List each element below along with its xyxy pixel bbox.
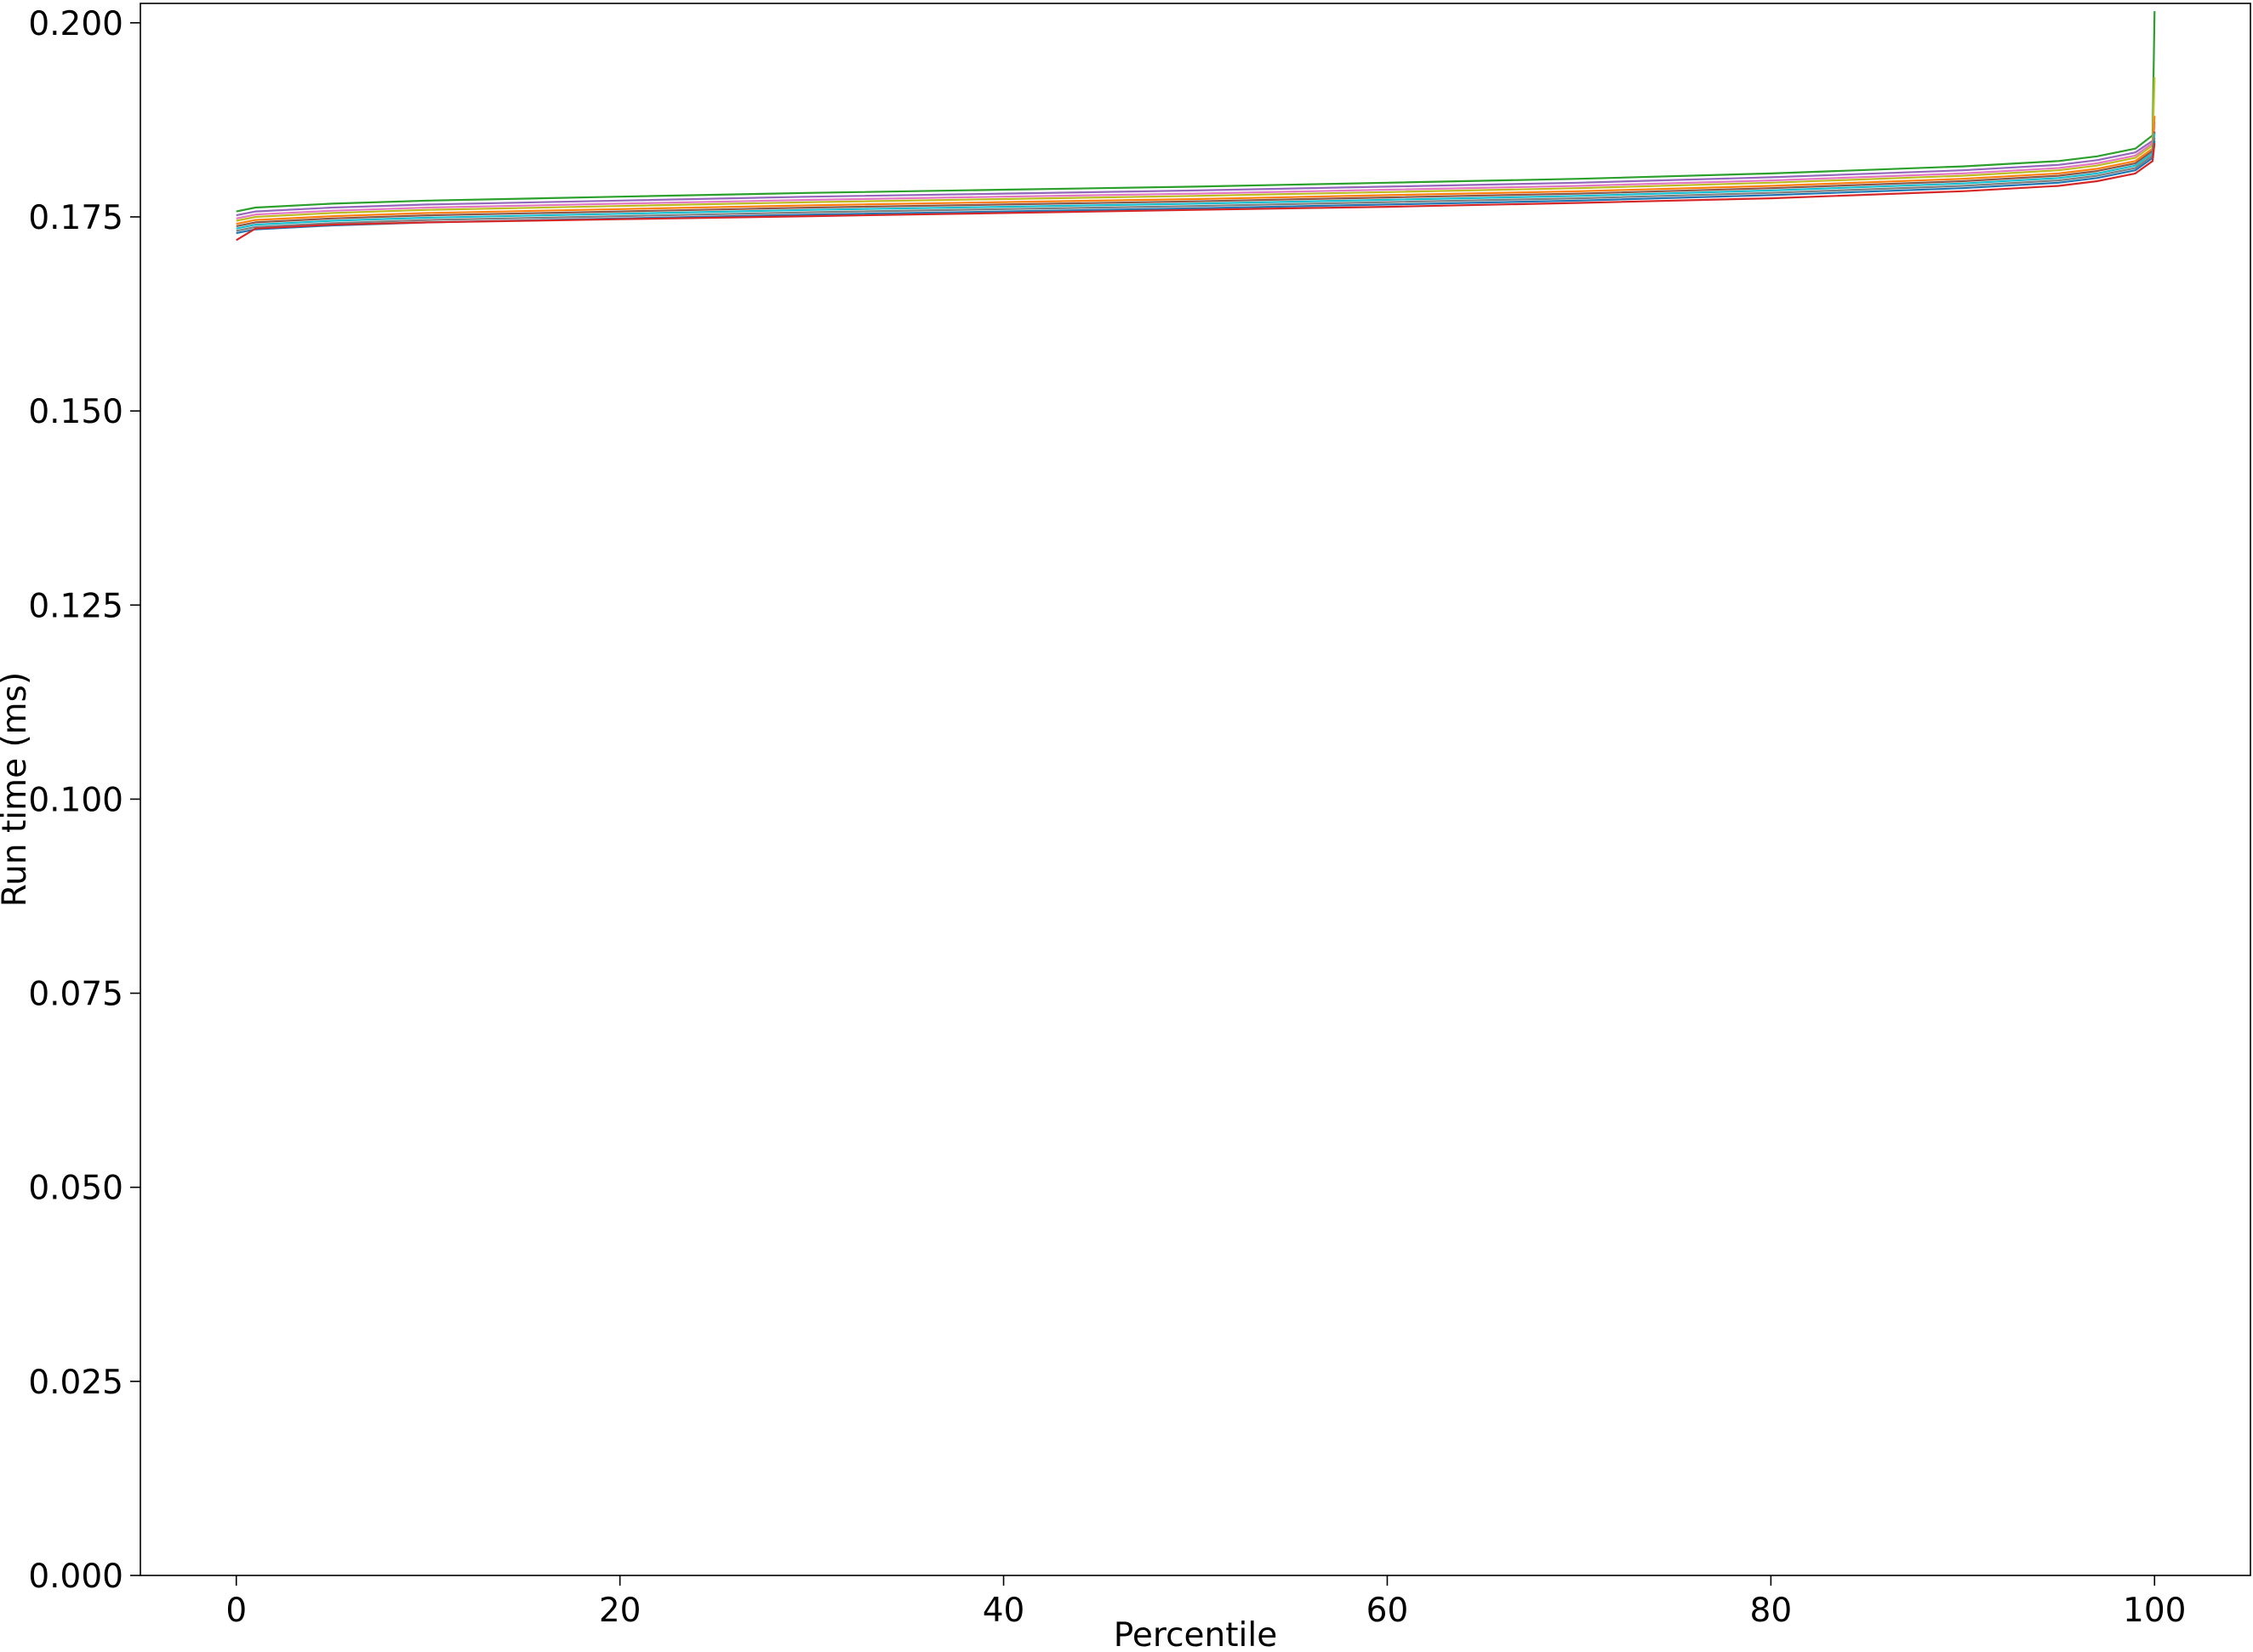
y-axis-label: Run time (ms) <box>0 672 34 907</box>
y-tick-label: 0.100 <box>28 781 123 819</box>
series-line-3 <box>236 125 2156 219</box>
y-tick-label: 0.175 <box>28 199 123 237</box>
x-tick-label: 100 <box>2123 1592 2186 1630</box>
x-tick-label: 80 <box>1750 1592 1793 1630</box>
y-tick-label: 0.075 <box>28 976 123 1014</box>
y-tick-label: 0.125 <box>28 587 123 625</box>
y-tick-label: 0.050 <box>28 1170 123 1208</box>
series-line-2 <box>236 122 2156 217</box>
series-line-8 <box>236 137 2156 232</box>
y-tick-label: 0.000 <box>28 1558 123 1596</box>
x-axis: 0 20 40 60 80 100 <box>225 1575 2186 1630</box>
series-line-1 <box>236 11 2156 213</box>
x-tick-label: 60 <box>1366 1592 1409 1630</box>
series-line-6 <box>236 131 2156 227</box>
series-group <box>236 11 2156 242</box>
x-axis-label: Percentile <box>1114 1616 1277 1652</box>
x-tick-label: 40 <box>983 1592 1025 1630</box>
series-line-4 <box>236 77 2156 222</box>
series-line-5 <box>236 116 2156 225</box>
x-tick-label: 0 <box>225 1592 247 1630</box>
series-line-7 <box>236 133 2156 230</box>
plot-area-frame <box>140 3 2251 1576</box>
y-tick-label: 0.025 <box>28 1364 123 1402</box>
y-tick-label: 0.200 <box>28 5 123 43</box>
y-axis: 0.000 0.025 0.050 0.075 0.100 0.125 0.150 0.175… <box>28 5 140 1596</box>
y-tick-label: 0.150 <box>28 393 123 431</box>
series-line-10 <box>236 143 2156 242</box>
x-tick-label: 20 <box>599 1592 642 1630</box>
